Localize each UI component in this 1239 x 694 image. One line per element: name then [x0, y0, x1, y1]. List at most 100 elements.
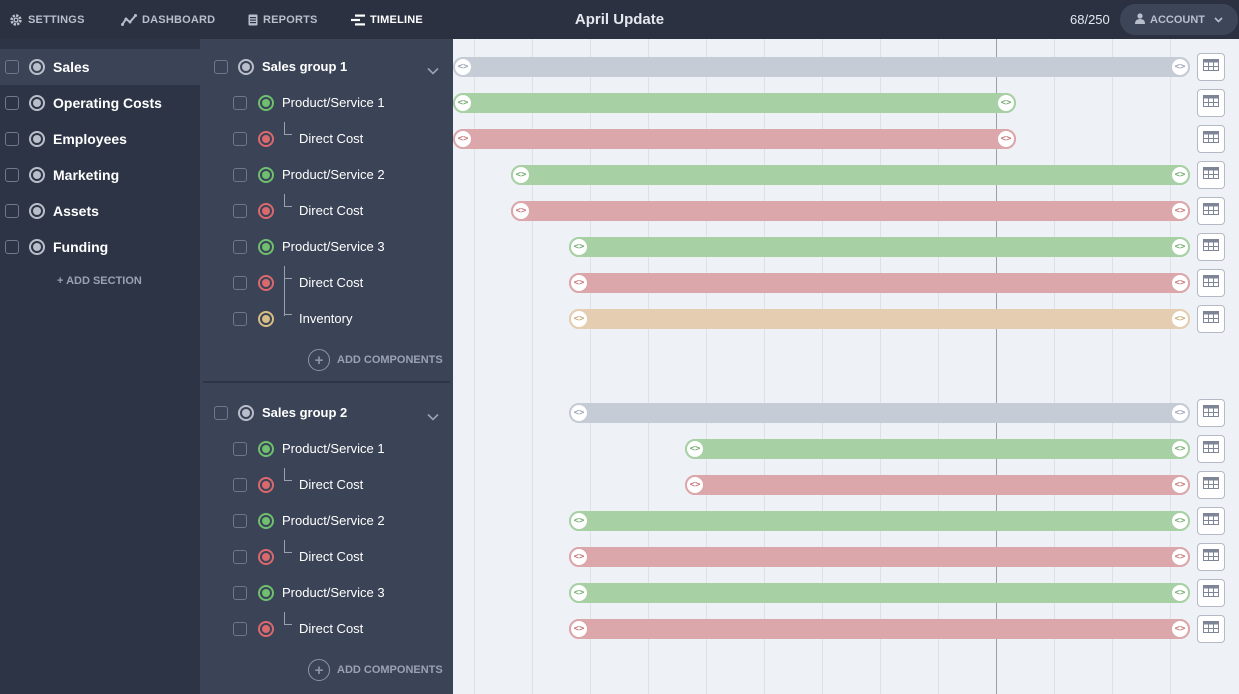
resize-handle-icon[interactable]: <>	[511, 165, 531, 185]
resize-handle-icon[interactable]: <>	[685, 475, 705, 495]
component-label[interactable]: Direct Cost	[299, 549, 364, 564]
resize-handle-icon[interactable]: <>	[1170, 165, 1190, 185]
nav-dashboard[interactable]: DASHBOARD	[121, 0, 215, 39]
section-checkbox[interactable]	[5, 60, 19, 74]
component-label[interactable]: Product/Service 1	[282, 441, 385, 456]
component-label[interactable]: Direct Cost	[299, 203, 364, 218]
row-checkbox[interactable]	[233, 204, 247, 218]
row-checkbox[interactable]	[233, 132, 247, 146]
cost-timeline-bar[interactable]: <> <>	[569, 547, 1190, 567]
table-grid-button[interactable]	[1197, 579, 1225, 607]
cost-timeline-bar[interactable]: <> <>	[511, 201, 1190, 221]
cost-timeline-bar[interactable]: <> <>	[453, 129, 1016, 149]
row-checkbox[interactable]	[233, 312, 247, 326]
resize-handle-icon[interactable]: <>	[569, 547, 589, 567]
resize-handle-icon[interactable]: <>	[569, 309, 589, 329]
add-section-button[interactable]: + ADD SECTION	[57, 275, 142, 287]
row-checkbox[interactable]	[233, 514, 247, 528]
section-checkbox[interactable]	[5, 168, 19, 182]
resize-handle-icon[interactable]: <>	[996, 129, 1016, 149]
resize-handle-icon[interactable]: <>	[453, 57, 473, 77]
resize-handle-icon[interactable]: <>	[511, 201, 531, 221]
table-grid-button[interactable]	[1197, 269, 1225, 297]
resize-handle-icon[interactable]: <>	[1170, 403, 1190, 423]
group-timeline-bar[interactable]: <> <>	[569, 403, 1190, 423]
resize-handle-icon[interactable]: <>	[1170, 511, 1190, 531]
row-checkbox[interactable]	[233, 276, 247, 290]
revenue-timeline-bar[interactable]: <> <>	[685, 439, 1190, 459]
resize-handle-icon[interactable]: <>	[1170, 547, 1190, 567]
component-label[interactable]: Inventory	[299, 311, 353, 326]
sidebar-item-operating-costs[interactable]: Operating Costs	[0, 85, 200, 121]
inventory-timeline-bar[interactable]: <> <>	[569, 309, 1190, 329]
table-grid-button[interactable]	[1197, 615, 1225, 643]
add-components-button[interactable]: + ADD COMPONENTS	[308, 349, 443, 371]
component-label[interactable]: Direct Cost	[299, 275, 364, 290]
group-timeline-bar[interactable]: <> <>	[453, 57, 1190, 77]
component-label[interactable]: Product/Service 2	[282, 167, 385, 182]
row-checkbox[interactable]	[233, 478, 247, 492]
revenue-timeline-bar[interactable]: <> <>	[453, 93, 1016, 113]
sidebar-item-assets[interactable]: Assets	[0, 193, 200, 229]
section-checkbox[interactable]	[5, 132, 19, 146]
table-grid-button[interactable]	[1197, 89, 1225, 117]
revenue-timeline-bar[interactable]: <> <>	[511, 165, 1190, 185]
component-label[interactable]: Direct Cost	[299, 621, 364, 636]
table-grid-button[interactable]	[1197, 399, 1225, 427]
add-components-button[interactable]: + ADD COMPONENTS	[308, 659, 443, 681]
section-checkbox[interactable]	[5, 204, 19, 218]
row-checkbox[interactable]	[233, 168, 247, 182]
row-checkbox[interactable]	[233, 586, 247, 600]
table-grid-button[interactable]	[1197, 543, 1225, 571]
account-button[interactable]: ACCOUNT	[1120, 4, 1238, 35]
cost-timeline-bar[interactable]: <> <>	[569, 273, 1190, 293]
nav-reports[interactable]: REPORTS	[248, 0, 318, 39]
component-label[interactable]: Direct Cost	[299, 477, 364, 492]
resize-handle-icon[interactable]: <>	[569, 403, 589, 423]
chevron-down-icon[interactable]	[427, 62, 439, 80]
resize-handle-icon[interactable]: <>	[1170, 439, 1190, 459]
sidebar-item-funding[interactable]: Funding	[0, 229, 200, 265]
sidebar-item-employees[interactable]: Employees	[0, 121, 200, 157]
revenue-timeline-bar[interactable]: <> <>	[569, 583, 1190, 603]
sidebar-item-marketing[interactable]: Marketing	[0, 157, 200, 193]
section-checkbox[interactable]	[5, 240, 19, 254]
revenue-timeline-bar[interactable]: <> <>	[569, 511, 1190, 531]
resize-handle-icon[interactable]: <>	[996, 93, 1016, 113]
group-title[interactable]: Sales group 2	[262, 405, 348, 420]
table-grid-button[interactable]	[1197, 197, 1225, 225]
group-title[interactable]: Sales group 1	[262, 59, 348, 74]
component-label[interactable]: Direct Cost	[299, 131, 364, 146]
table-grid-button[interactable]	[1197, 53, 1225, 81]
cost-timeline-bar[interactable]: <> <>	[569, 619, 1190, 639]
resize-handle-icon[interactable]: <>	[1170, 583, 1190, 603]
row-checkbox[interactable]	[233, 622, 247, 636]
resize-handle-icon[interactable]: <>	[569, 619, 589, 639]
component-label[interactable]: Product/Service 3	[282, 239, 385, 254]
table-grid-button[interactable]	[1197, 161, 1225, 189]
table-grid-button[interactable]	[1197, 233, 1225, 261]
nav-timeline[interactable]: TIMELINE	[351, 0, 423, 39]
table-grid-button[interactable]	[1197, 507, 1225, 535]
table-grid-button[interactable]	[1197, 435, 1225, 463]
revenue-timeline-bar[interactable]: <> <>	[569, 237, 1190, 257]
resize-handle-icon[interactable]: <>	[1170, 273, 1190, 293]
resize-handle-icon[interactable]: <>	[569, 511, 589, 531]
table-grid-button[interactable]	[1197, 125, 1225, 153]
section-checkbox[interactable]	[5, 96, 19, 110]
resize-handle-icon[interactable]: <>	[569, 583, 589, 603]
table-grid-button[interactable]	[1197, 471, 1225, 499]
resize-handle-icon[interactable]: <>	[453, 129, 473, 149]
resize-handle-icon[interactable]: <>	[1170, 57, 1190, 77]
resize-handle-icon[interactable]: <>	[569, 237, 589, 257]
table-grid-button[interactable]	[1197, 305, 1225, 333]
resize-handle-icon[interactable]: <>	[569, 273, 589, 293]
component-label[interactable]: Product/Service 3	[282, 585, 385, 600]
component-label[interactable]: Product/Service 2	[282, 513, 385, 528]
sidebar-item-sales[interactable]: Sales	[0, 49, 200, 85]
resize-handle-icon[interactable]: <>	[1170, 619, 1190, 639]
resize-handle-icon[interactable]: <>	[1170, 237, 1190, 257]
chevron-down-icon[interactable]	[427, 408, 439, 426]
resize-handle-icon[interactable]: <>	[453, 93, 473, 113]
row-checkbox[interactable]	[233, 96, 247, 110]
